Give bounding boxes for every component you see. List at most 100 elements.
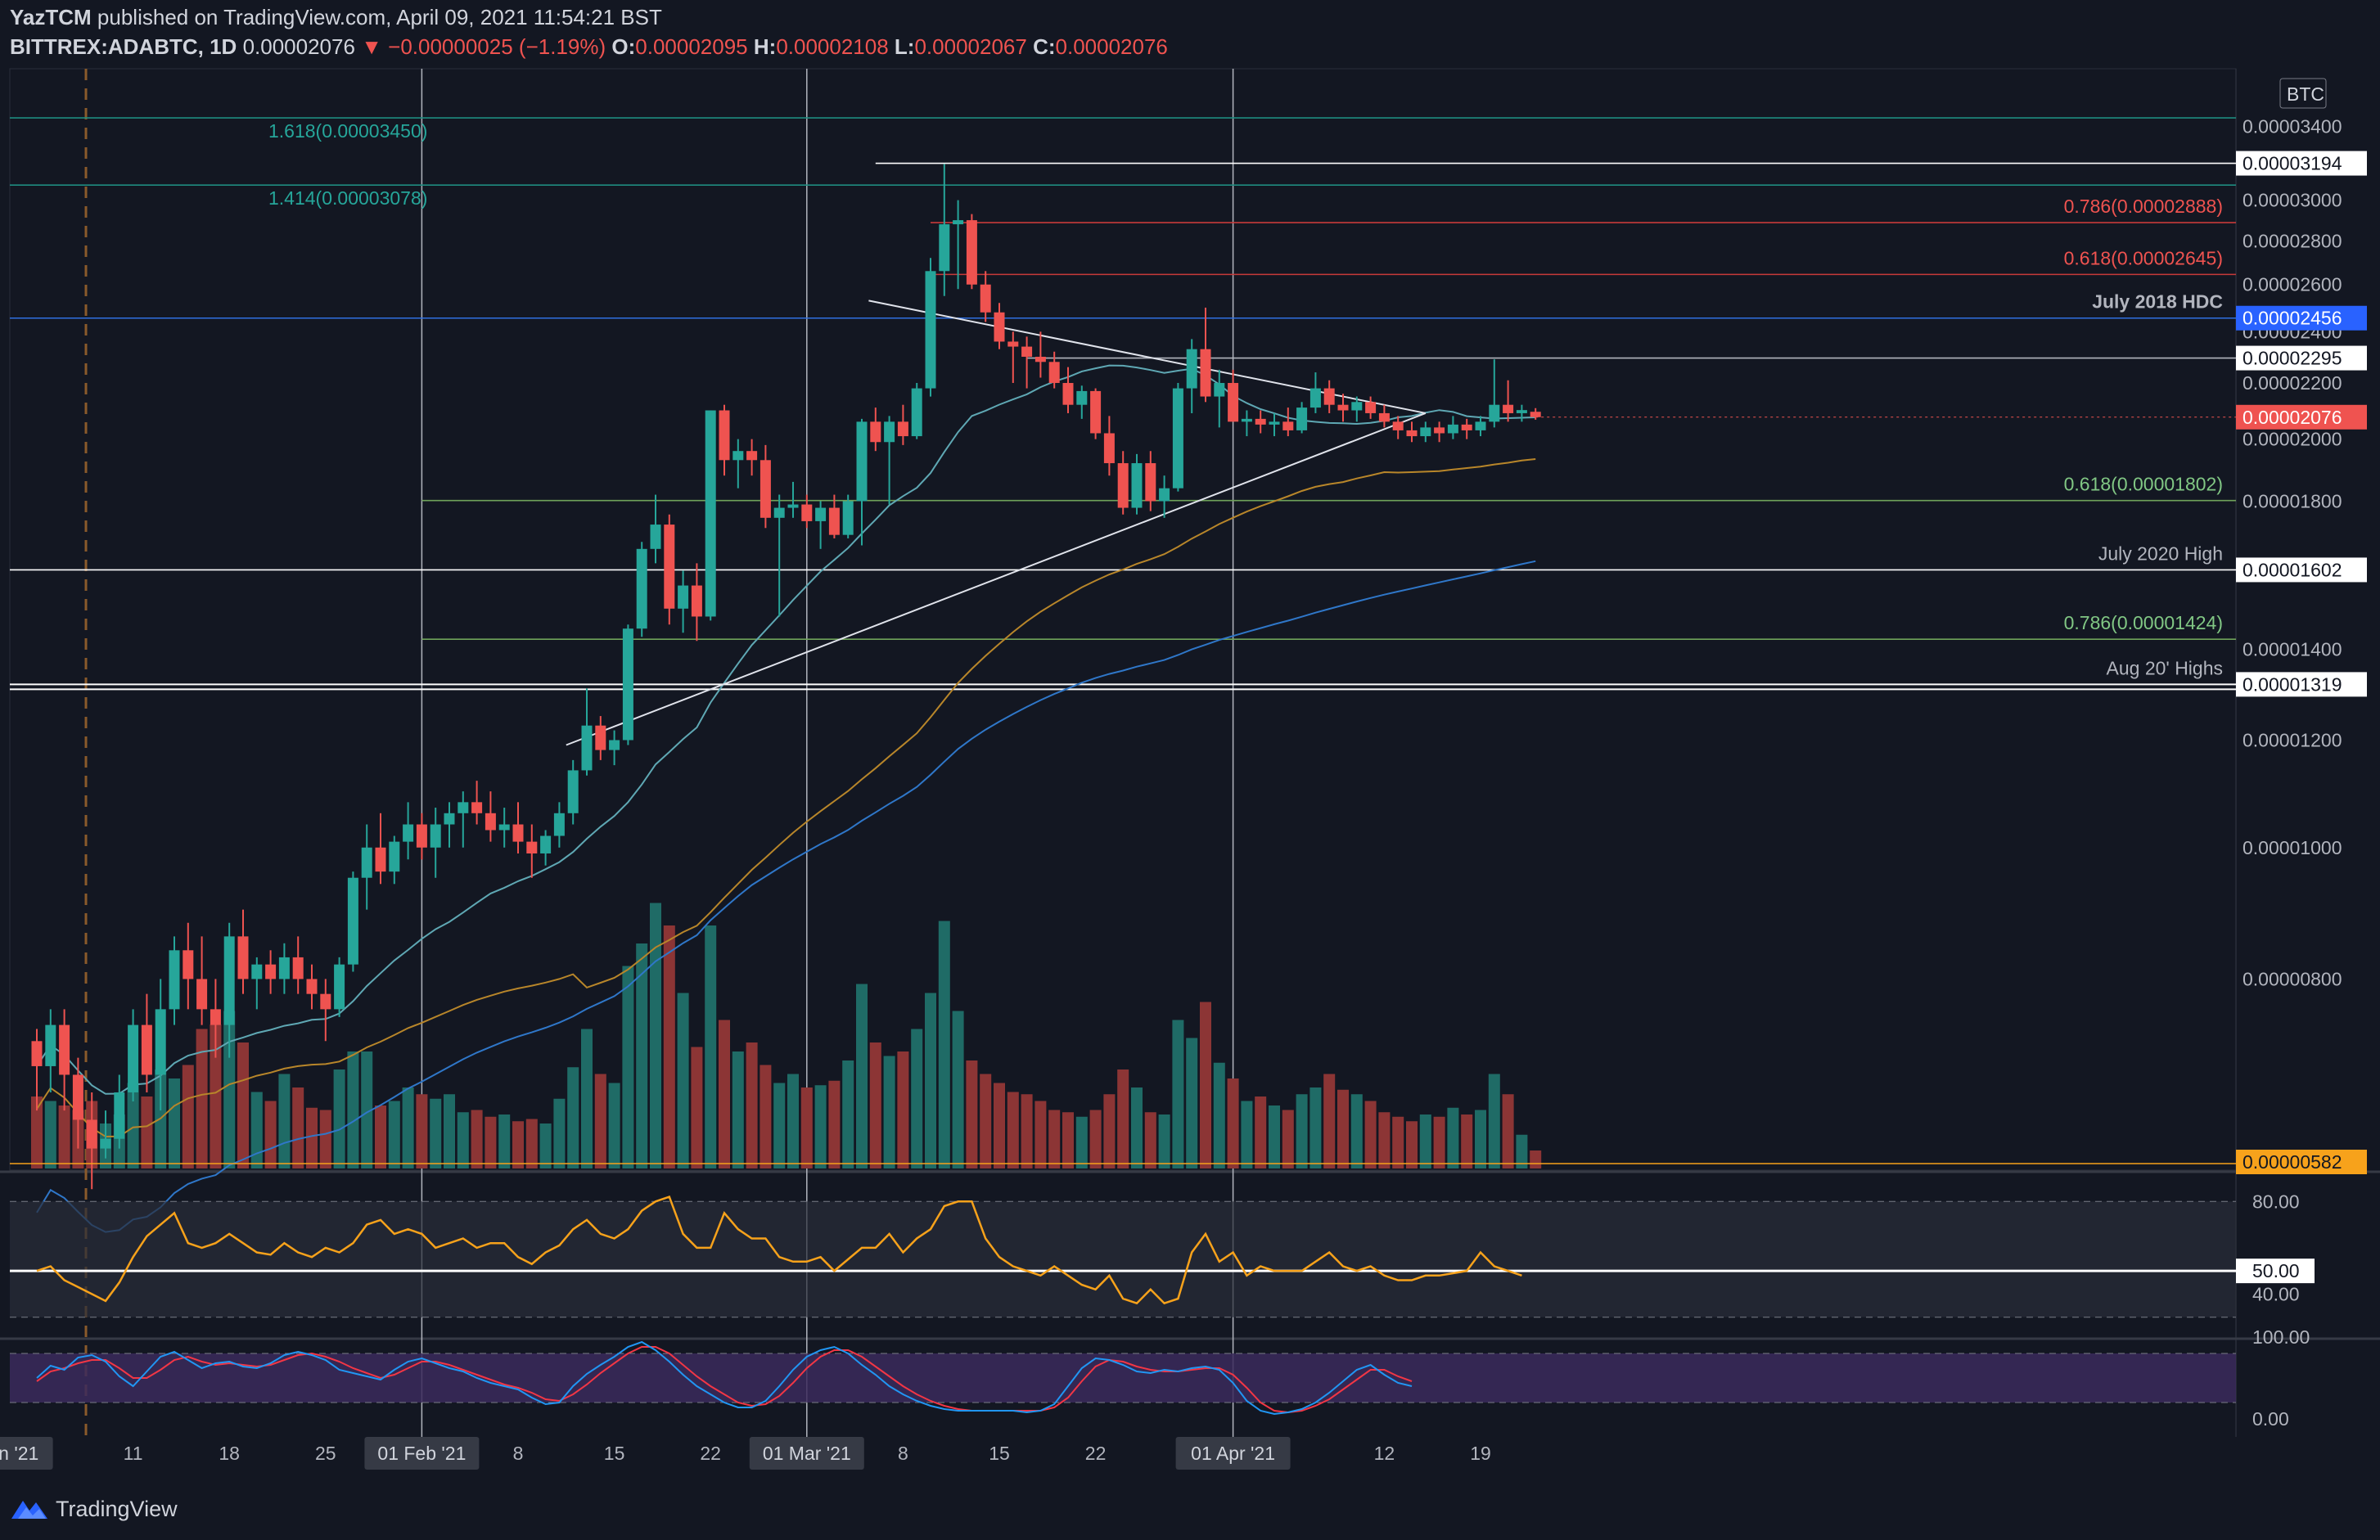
candle-body [1516, 410, 1527, 413]
y-tick-label: 0.00001000 [2243, 837, 2342, 858]
high-label: H: [753, 34, 777, 59]
last-price-tag [2236, 404, 2367, 430]
tradingview-footer[interactable]: TradingView [10, 1494, 178, 1524]
volume-bar [1213, 1062, 1225, 1169]
candle-body [1103, 433, 1115, 464]
volume-bar [883, 1056, 895, 1169]
candle-body [897, 421, 908, 437]
x-date-box [364, 1437, 480, 1470]
volume-bar [1502, 1094, 1514, 1169]
level-label: 0.618(0.00001802) [2064, 474, 2223, 495]
candle-body [980, 284, 991, 313]
volume-bar [375, 1105, 386, 1169]
rsi-tick: 80.00 [2252, 1191, 2300, 1212]
volume-bar [636, 943, 648, 1169]
volume-bar [594, 1074, 606, 1169]
volume-bar [1364, 1101, 1377, 1169]
rsi-tick: 40.00 [2252, 1283, 2300, 1304]
candle-body [292, 957, 304, 979]
candle-body [485, 813, 496, 831]
currency-label: BTC [2287, 83, 2324, 105]
candle-body [1323, 388, 1335, 405]
x-tick-label: 8 [898, 1443, 908, 1464]
level-label: 1.618(0.00003450) [268, 120, 427, 142]
ma200-line [36, 560, 1536, 1233]
candle-body [691, 585, 702, 617]
axis-tag [2236, 151, 2367, 176]
volume-bar [292, 1087, 304, 1169]
x-tick-label: 15 [604, 1443, 625, 1464]
volume-bar [691, 1047, 703, 1169]
close-label: C: [1033, 34, 1056, 59]
x-tick-label: 11 [124, 1443, 143, 1464]
candle-body [828, 507, 840, 535]
tradingview-logo-icon [11, 1501, 47, 1519]
candle-body [1269, 421, 1280, 425]
volume-bar [994, 1083, 1005, 1169]
candle-body [953, 220, 964, 225]
volume-bar [1433, 1116, 1445, 1169]
volume-bar [416, 1094, 428, 1169]
candle-body [72, 1074, 83, 1120]
y-tick-label: 0.00001800 [2243, 491, 2342, 512]
volume-bar [856, 984, 868, 1169]
candle-body [1309, 388, 1321, 408]
volume-bar [719, 1020, 730, 1169]
level-label: Aug 20' Highs [2107, 657, 2223, 678]
candle-body [1090, 390, 1102, 434]
axis-tag [2236, 345, 2367, 371]
candle-body [636, 548, 647, 629]
volume-bar [306, 1107, 318, 1169]
y-tick-label: 0.00001400 [2243, 638, 2342, 660]
candle-body [815, 507, 827, 521]
volume-bar [663, 925, 675, 1169]
candle-body [403, 824, 414, 842]
candle-body [1461, 424, 1472, 430]
symbol-label[interactable]: BITTREX:ADABTC, 1D [10, 34, 237, 59]
volume-bar [842, 1060, 854, 1169]
x-date-box [749, 1437, 864, 1470]
volume-bar [1144, 1112, 1156, 1169]
x-tick-label: 01 Apr '21 [1191, 1443, 1275, 1464]
volume-bar [911, 1029, 923, 1169]
volume-bar [457, 1112, 469, 1169]
volume-bar [471, 1110, 483, 1169]
candle-body [389, 841, 400, 872]
candle-body [375, 847, 386, 872]
publisher-name[interactable]: YazTCM [10, 5, 92, 29]
candle-body [1447, 424, 1458, 434]
volume-bar [388, 1101, 400, 1169]
volume-bar [1378, 1112, 1391, 1169]
level-label: 1.414(0.00003078) [268, 187, 427, 209]
candle-body [1186, 349, 1197, 389]
y-tick-label: 0.00002200 [2243, 372, 2342, 394]
candle-body [787, 504, 799, 508]
candle-body [650, 525, 661, 549]
volume-bar [1309, 1087, 1322, 1169]
volume-bar [430, 1098, 442, 1169]
volume-bar [1062, 1112, 1074, 1169]
candle-body [114, 1092, 125, 1139]
candle-body [1200, 349, 1211, 397]
volume-bar [1131, 1087, 1143, 1169]
candle-body [512, 824, 524, 842]
candle-body [966, 220, 977, 285]
volume-bar [581, 1029, 593, 1169]
low-value: 0.00002067 [914, 34, 1027, 59]
axis-tag-text: 0.00001319 [2243, 673, 2342, 695]
volume-bar [1530, 1150, 1542, 1169]
volume-bar [814, 1085, 827, 1169]
candle-body [609, 740, 620, 750]
volume-bar [347, 1051, 359, 1169]
volume-bar [44, 1101, 56, 1169]
candle-body [1434, 427, 1445, 434]
axis-tag [2236, 305, 2367, 331]
volume-bar [1282, 1110, 1294, 1169]
volume-bar [1241, 1101, 1253, 1169]
rsi-tag [2236, 1259, 2315, 1284]
x-tick-label: 15 [989, 1443, 1010, 1464]
candle-body [1337, 404, 1349, 411]
candle-body [237, 936, 249, 979]
open-label: O: [611, 34, 636, 59]
